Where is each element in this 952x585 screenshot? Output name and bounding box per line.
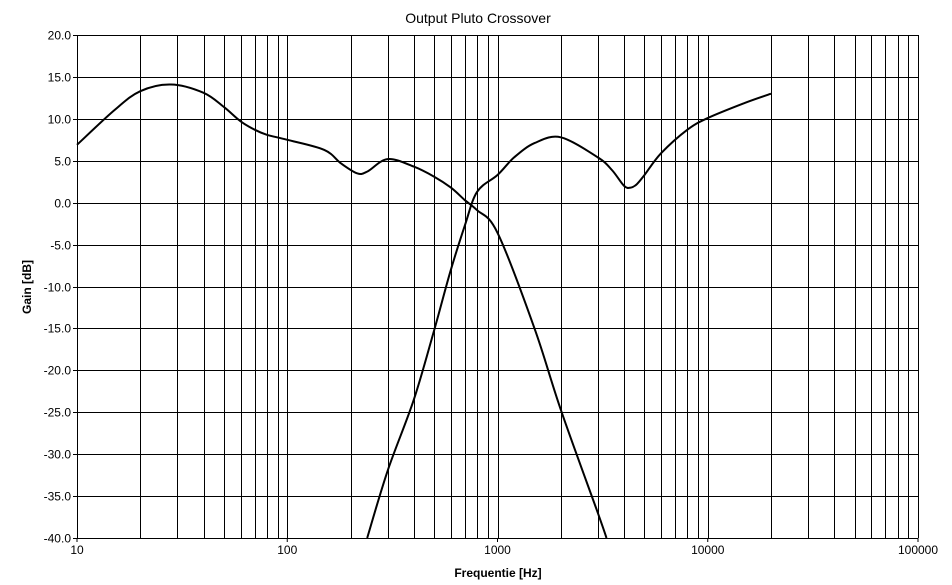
y-tick-label: -40.0 [44, 532, 72, 546]
y-tick-label: 20.0 [48, 29, 72, 43]
series-line-2 [366, 92, 772, 539]
x-tick-label: 10000 [691, 543, 725, 557]
y-tick-label: -10.0 [44, 281, 72, 295]
chart-title: Output Pluto Crossover [405, 10, 551, 26]
y-tick-label: 0.0 [54, 197, 71, 211]
series-group [76, 83, 772, 539]
x-tick-label: 100 [277, 543, 297, 557]
y-tick-label: -35.0 [44, 490, 72, 504]
x-tick-label: 10 [70, 543, 84, 557]
grid [77, 35, 919, 539]
x-ticks: 10 100 1000 10000 100000 [70, 538, 938, 557]
y-tick-label: 10.0 [48, 113, 72, 127]
y-tick-label: -30.0 [44, 448, 72, 462]
y-axis-label: Gain [dB] [20, 260, 34, 314]
y-ticks: 20.0 15.0 10.0 5.0 0.0 -5.0 -10.0 -15.0 -20.0 -25… [44, 29, 77, 546]
y-tick-label: 15.0 [48, 71, 72, 85]
y-tick-label: -20.0 [44, 364, 72, 378]
x-tick-label: 1000 [484, 543, 511, 557]
series-line-1 [76, 83, 608, 539]
y-tick-label: -25.0 [44, 406, 72, 420]
y-tick-label: -5.0 [50, 239, 71, 253]
y-tick-label: -15.0 [44, 322, 72, 336]
x-axis-label: Frequentie [Hz] [454, 566, 541, 580]
x-tick-label: 100000 [898, 543, 938, 557]
y-tick-label: 5.0 [54, 155, 71, 169]
